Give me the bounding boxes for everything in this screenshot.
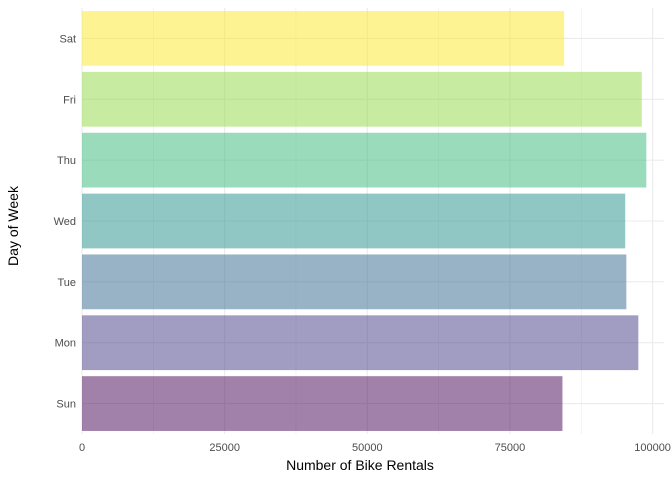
y-tick-label: Thu — [57, 155, 76, 167]
y-tick-label: Wed — [54, 216, 76, 228]
x-tick-label: 75000 — [495, 442, 526, 454]
x-tick-label: 50000 — [352, 442, 383, 454]
y-tick-label: Fri — [63, 94, 76, 106]
x-tick-label: 0 — [79, 442, 85, 454]
x-tick-label: 25000 — [209, 442, 240, 454]
y-tick-labels: Sun Mon Tue Wed Thu Fri Sat — [54, 33, 76, 410]
x-tick-label: 100000 — [634, 442, 671, 454]
bar-sat — [82, 11, 565, 66]
x-tick-labels: 0 25000 50000 75000 100000 — [79, 442, 671, 454]
bar-sun — [82, 376, 563, 431]
bar-fri — [82, 71, 642, 127]
y-tick-label: Sat — [59, 33, 76, 45]
y-tick-label: Sun — [56, 399, 76, 411]
y-axis-title: Day of Week — [5, 185, 21, 266]
x-axis-title: Number of Bike Rentals — [286, 457, 434, 473]
bar-wed — [82, 193, 626, 249]
bar-thu — [82, 132, 647, 188]
y-tick-label: Tue — [57, 277, 76, 289]
bars-group — [82, 11, 647, 431]
y-tick-label: Mon — [55, 338, 76, 350]
bar-tue — [82, 254, 627, 310]
bar-mon — [82, 315, 639, 371]
